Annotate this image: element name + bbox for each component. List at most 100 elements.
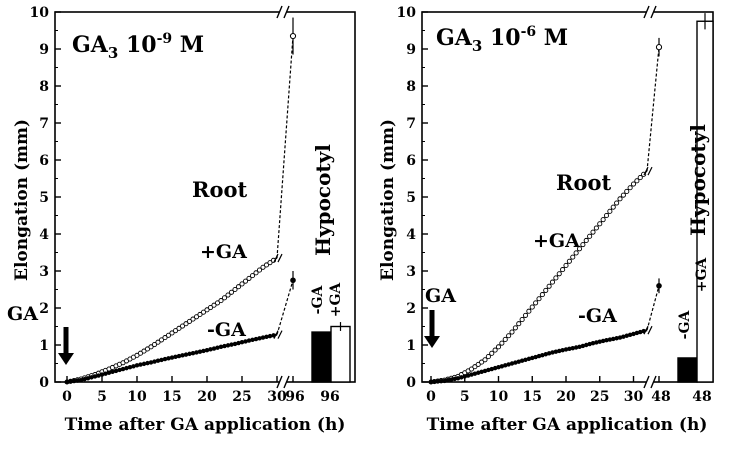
right-series-minus-ga-point bbox=[590, 340, 596, 346]
right-series-minus-ga-point bbox=[449, 377, 454, 382]
right-series-plus-ga-point bbox=[482, 357, 488, 363]
left-series-minus-ga-point bbox=[208, 347, 213, 352]
left-hypocotyl-label: Hypocotyl bbox=[311, 144, 335, 256]
right-series-plus-ga-point bbox=[512, 325, 518, 331]
right-series-minus-ga-point bbox=[560, 347, 565, 353]
left-series-minus-ga-point bbox=[120, 366, 126, 372]
left-series-minus-ga-point bbox=[243, 339, 248, 344]
left-ga-application-label: GA bbox=[7, 303, 38, 325]
left-series-plus-ga-point bbox=[193, 314, 200, 320]
left-xtick-label: 5 bbox=[97, 389, 107, 405]
right-series-plus-ga-point bbox=[529, 304, 535, 310]
right-xtick-label: 20 bbox=[556, 389, 576, 405]
left-ytick-label: 0 bbox=[39, 375, 49, 391]
right-series-plus-ga-point bbox=[580, 242, 586, 248]
right-series-minus-ga-point bbox=[631, 331, 636, 337]
right-series-minus-ga-point bbox=[543, 352, 548, 357]
right-series-minus-ga-point bbox=[445, 378, 451, 383]
right-ytick-label: 9 bbox=[406, 42, 416, 58]
right-series-minus-ga-point bbox=[553, 349, 559, 354]
right-series-plus-ga-point bbox=[560, 267, 566, 273]
left-bar-plus-ga bbox=[330, 325, 351, 383]
right-series-plus-ga-point bbox=[573, 250, 579, 256]
left-series-minus-ga-point bbox=[194, 350, 199, 355]
right-series-minus-ga-point bbox=[600, 338, 606, 344]
right-bar-plus-ga-label: +GA bbox=[694, 257, 710, 293]
right-series-plus-ga-point bbox=[570, 254, 576, 260]
right-series-minus-ga-point bbox=[573, 345, 579, 350]
right-series-plus-ga-point bbox=[485, 354, 491, 360]
right-series-minus-ga-point bbox=[513, 360, 518, 365]
right-series-minus-ga-point bbox=[577, 344, 582, 350]
right-series-minus-ga-point bbox=[486, 367, 491, 373]
right-series-plus-ga-dashed bbox=[646, 47, 660, 172]
left-bar-plus-ga-label: +GA bbox=[328, 282, 344, 318]
right-series-plus-ga-point bbox=[637, 175, 643, 181]
right-series-plus-ga-point bbox=[533, 300, 539, 306]
left-series-plus-ga-dashed bbox=[276, 36, 294, 259]
right-plot-frame bbox=[421, 11, 714, 383]
right-series-plus-ga-point bbox=[576, 246, 583, 252]
right-series-minus-ga-point bbox=[638, 329, 643, 335]
right-series-minus-ga-point bbox=[496, 365, 501, 370]
left-series-label-plus-ga: +GA bbox=[200, 241, 247, 263]
right-series-minus-ga-point bbox=[546, 351, 552, 356]
left-xtick-label: 20 bbox=[197, 389, 217, 405]
right-series-plus-ga-point bbox=[472, 364, 478, 370]
left-series-minus-ga-point bbox=[257, 336, 262, 341]
left-series-minus-ga-point bbox=[78, 377, 84, 383]
left-xtick-late-label: 96 bbox=[285, 389, 304, 405]
right-series-minus-ga-point bbox=[526, 356, 532, 362]
left-ytick-label: 6 bbox=[39, 153, 49, 169]
right-series-minus-ga-point bbox=[607, 337, 613, 342]
left-series-minus-ga-point bbox=[187, 351, 192, 357]
left-series-plus-ga-point bbox=[148, 344, 154, 350]
left-series-plus-ga-point bbox=[211, 302, 217, 308]
right-series-plus-ga-point bbox=[522, 312, 529, 318]
left-series-plus-ga-point bbox=[162, 335, 168, 341]
right-series-minus-ga-point bbox=[503, 363, 508, 368]
left-ga-arrow-head bbox=[58, 353, 74, 365]
right-series-plus-ga-point bbox=[553, 275, 559, 281]
left-ytick-label: 4 bbox=[39, 227, 49, 243]
left-axis-break-mark bbox=[283, 5, 290, 19]
left-series-minus-ga-point bbox=[215, 345, 220, 350]
left-series-minus-ga-point bbox=[134, 363, 140, 368]
right-series-plus-ga-point bbox=[597, 221, 603, 227]
left-series-minus-ga-point bbox=[190, 350, 196, 356]
left-xtick-label: 0 bbox=[62, 389, 72, 405]
left-series-plus-ga-point bbox=[190, 316, 196, 322]
right-series-minus-ga-point bbox=[540, 352, 545, 358]
left-series-minus-ga-point bbox=[103, 371, 108, 376]
left-series-plus-ga-point bbox=[267, 260, 273, 266]
left-series-plus-ga-point bbox=[256, 267, 263, 273]
left-series-plus-ga-point bbox=[197, 311, 203, 318]
right-series-minus-ga-point bbox=[624, 333, 629, 338]
right-series-plus-ga-point bbox=[593, 225, 599, 231]
left-series-plus-ga-point bbox=[204, 307, 210, 313]
left-series-plus-ga-point bbox=[200, 309, 207, 315]
left-series-minus-ga-point bbox=[89, 375, 94, 380]
left-ytick-label: 3 bbox=[39, 264, 49, 280]
right-series-minus-ga-point bbox=[570, 345, 575, 351]
right-bar-minus-ga bbox=[677, 357, 698, 383]
right-series-minus-ga-point bbox=[627, 332, 633, 338]
left-series-minus-ga-point bbox=[106, 370, 112, 375]
left-ytick-label: 1 bbox=[39, 338, 49, 354]
left-series-minus-ga-point bbox=[110, 369, 115, 375]
right-series-minus-ga-point bbox=[442, 378, 447, 384]
left-ytick-label: 8 bbox=[39, 79, 49, 95]
right-series-plus-ga-point bbox=[546, 283, 552, 289]
right-series-minus-ga-point bbox=[614, 336, 619, 341]
right-series-minus-ga-point bbox=[604, 337, 609, 343]
right-series-plus-ga-late-point bbox=[655, 44, 663, 51]
left-ytick-label: 7 bbox=[39, 116, 49, 132]
left-series-minus-ga-point bbox=[82, 377, 87, 382]
right-xtick-label: 30 bbox=[624, 389, 644, 405]
right-series-plus-ga-point bbox=[539, 292, 545, 298]
right-series-minus-ga-point bbox=[523, 357, 528, 362]
left-series-minus-ga-point bbox=[229, 342, 234, 347]
right-x-axis-title: Time after GA application (h) bbox=[427, 415, 708, 435]
left-series-minus-ga-point bbox=[124, 365, 129, 371]
left-axis-break-mark bbox=[283, 375, 290, 389]
